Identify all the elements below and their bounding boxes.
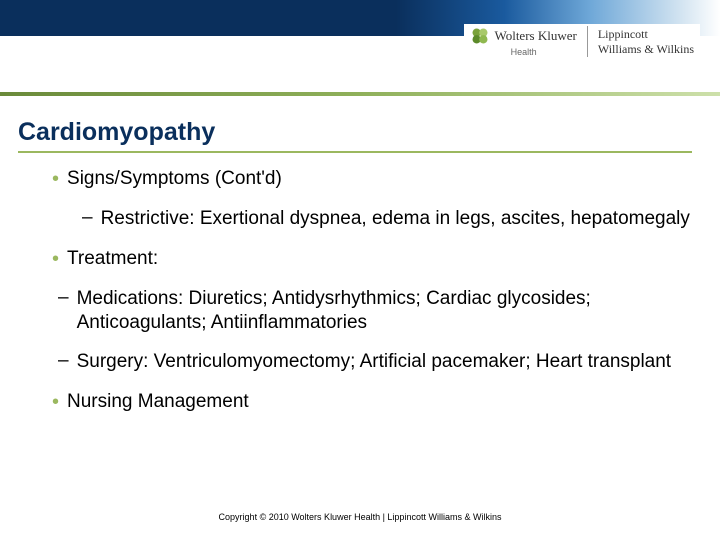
dash-icon: – — [82, 207, 93, 230]
list-item-text: Surgery: Ventriculomyomectomy; Artificia… — [77, 350, 672, 374]
bullet-icon: • — [52, 167, 59, 191]
list-item-text: Nursing Management — [67, 390, 249, 414]
lww-line1: Lippincott — [598, 27, 694, 42]
bullet-icon: • — [52, 247, 59, 271]
list-item: – Restrictive: Exertional dyspnea, edema… — [82, 207, 692, 231]
list-item-text: Restrictive: Exertional dyspnea, edema i… — [101, 207, 690, 231]
list-item: • Signs/Symptoms (Cont'd) — [52, 167, 692, 191]
slide-content: Cardiomyopathy • Signs/Symptoms (Cont'd)… — [0, 100, 720, 414]
list-item-text: Signs/Symptoms (Cont'd) — [67, 167, 282, 191]
copyright-footer: Copyright © 2010 Wolters Kluwer Health |… — [0, 512, 720, 522]
bullet-icon: • — [52, 390, 59, 414]
wk-brand-text: Wolters Kluwer — [494, 28, 576, 44]
wolters-kluwer-logo: Wolters Kluwer Health — [470, 26, 587, 57]
slide-title: Cardiomyopathy — [18, 118, 692, 153]
list-item-text: Medications: Diuretics; Antidysrhythmics… — [77, 287, 692, 335]
header-logos: Wolters Kluwer Health Lippincott William… — [464, 24, 700, 59]
header-underline — [0, 92, 720, 96]
lippincott-logo: Lippincott Williams & Wilkins — [588, 27, 694, 57]
dash-icon: – — [58, 350, 69, 373]
list-item: – Medications: Diuretics; Antidysrhythmi… — [58, 287, 692, 335]
list-item-text: Treatment: — [67, 247, 158, 271]
list-item: • Treatment: — [52, 247, 692, 271]
list-item: – Surgery: Ventriculomyomectomy; Artific… — [58, 350, 692, 374]
wk-clover-icon — [470, 26, 490, 46]
wk-brand-sub: Health — [511, 47, 537, 57]
list-item: • Nursing Management — [52, 390, 692, 414]
slide-header: Wolters Kluwer Health Lippincott William… — [0, 0, 720, 100]
lww-line2: Williams & Wilkins — [598, 42, 694, 57]
dash-icon: – — [58, 287, 69, 310]
